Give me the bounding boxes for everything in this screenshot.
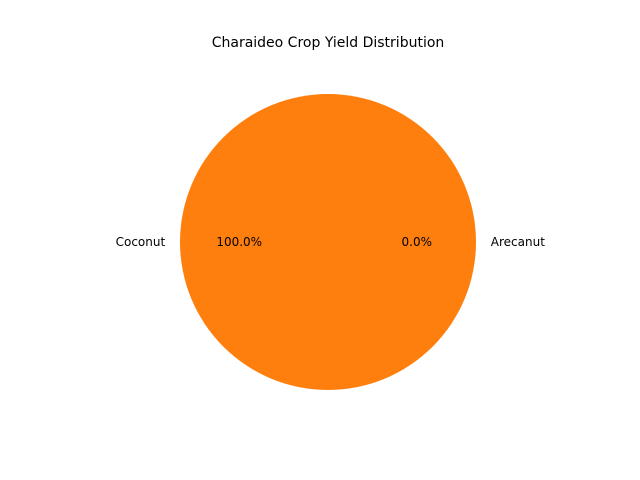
percent-label-coconut: 100.0% xyxy=(216,235,262,249)
percent-label-arecanut: 0.0% xyxy=(402,235,433,249)
pie-slice-coconut xyxy=(180,94,476,390)
category-label-coconut: Coconut xyxy=(116,235,166,249)
chart-title: Charaideo Crop Yield Distribution xyxy=(211,35,445,51)
pie-labels: Arecanut 0.0% Coconut 100.0% xyxy=(116,235,546,249)
category-label-arecanut: Arecanut xyxy=(491,235,545,249)
pie-slices xyxy=(180,94,476,390)
